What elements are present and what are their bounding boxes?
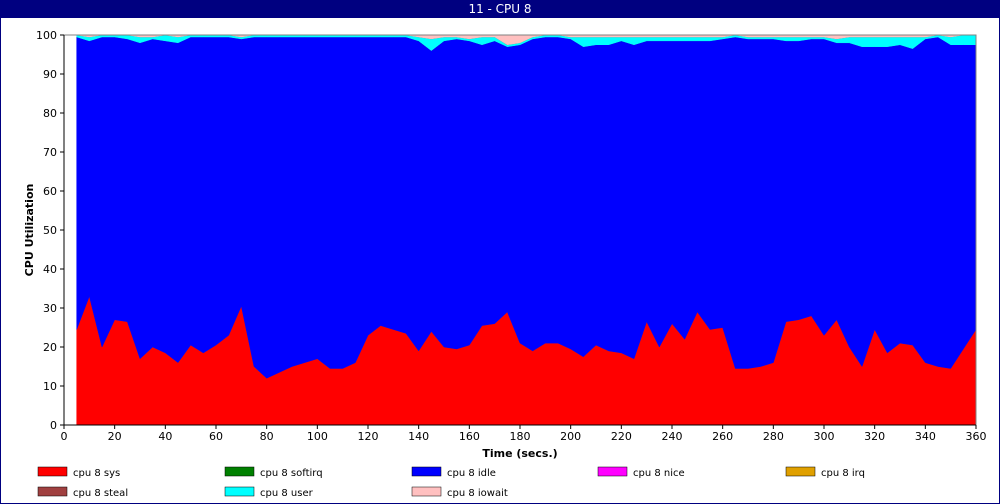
y-tick-label: 0: [50, 419, 57, 432]
legend-item-cpu-8-user: cpu 8 user: [224, 486, 314, 499]
x-tick-label: 80: [260, 430, 274, 443]
legend-swatch: [785, 466, 816, 477]
x-tick-label: 260: [712, 430, 733, 443]
x-tick-label: 0: [61, 430, 68, 443]
chart-title: 11 - CPU 8: [1, 1, 999, 18]
legend-label: cpu 8 iowait: [447, 488, 508, 499]
x-tick-label: 240: [662, 430, 683, 443]
x-tick-label: 140: [408, 430, 429, 443]
legend-swatch: [597, 466, 628, 477]
legend-item-cpu-8-idle: cpu 8 idle: [411, 466, 496, 479]
x-tick-label: 200: [560, 430, 581, 443]
legend-label: cpu 8 steal: [73, 488, 128, 499]
legend-swatch: [411, 466, 442, 477]
y-tick-label: 10: [43, 380, 57, 393]
chart-legend: cpu 8 sys cpu 8 softirq cpu 8 idle cpu 8 ni…: [37, 466, 865, 499]
legend-swatch: [224, 486, 255, 497]
x-tick-label: 60: [209, 430, 223, 443]
x-tick-label: 300: [814, 430, 835, 443]
legend-label: cpu 8 softirq: [260, 468, 323, 479]
legend-label: cpu 8 irq: [821, 468, 865, 479]
x-tick-label: 340: [915, 430, 936, 443]
y-tick-label: 100: [36, 29, 57, 42]
chart-axes: 0 20 40 60 80 100 120 140 160 180 200 220 240 260 280 3…: [23, 29, 987, 460]
x-tick-label: 20: [108, 430, 122, 443]
stacked-areas: [76, 34, 977, 426]
y-tick-label: 50: [43, 224, 57, 237]
y-axis-label: CPU Utilization: [23, 184, 36, 277]
x-tick-label: 320: [864, 430, 885, 443]
x-tick-label: 180: [510, 430, 531, 443]
y-tick-label: 30: [43, 302, 57, 315]
x-axis-label: Time (secs.): [482, 447, 557, 460]
y-tick-label: 80: [43, 107, 57, 120]
legend-item-cpu-8-iowait: cpu 8 iowait: [411, 486, 508, 499]
legend-label: cpu 8 sys: [73, 468, 120, 479]
area-cpu-8-idle: [76, 36, 977, 379]
x-tick-label: 220: [611, 430, 632, 443]
legend-swatch: [37, 486, 68, 497]
legend-swatch: [224, 466, 255, 477]
y-tick-label: 40: [43, 263, 57, 276]
y-tick-label: 20: [43, 341, 57, 354]
x-tick-label: 120: [358, 430, 379, 443]
legend-swatch: [411, 486, 442, 497]
legend-label: cpu 8 nice: [633, 468, 685, 479]
y-tick-label: 90: [43, 68, 57, 81]
y-tick-label: 60: [43, 185, 57, 198]
legend-item-cpu-8-nice: cpu 8 nice: [597, 466, 685, 479]
legend-item-cpu-8-steal: cpu 8 steal: [37, 486, 128, 499]
x-tick-label: 100: [307, 430, 328, 443]
y-tick-label: 70: [43, 146, 57, 159]
legend-item-cpu-8-softirq: cpu 8 softirq: [224, 466, 323, 479]
legend-item-cpu-8-sys: cpu 8 sys: [37, 466, 120, 479]
x-tick-label: 40: [158, 430, 172, 443]
legend-swatch: [37, 466, 68, 477]
x-tick-label: 280: [763, 430, 784, 443]
x-tick-label: 360: [966, 430, 987, 443]
legend-item-cpu-8-irq: cpu 8 irq: [785, 466, 865, 479]
legend-label: cpu 8 user: [260, 488, 314, 499]
x-tick-label: 160: [459, 430, 480, 443]
legend-label: cpu 8 idle: [447, 468, 496, 479]
